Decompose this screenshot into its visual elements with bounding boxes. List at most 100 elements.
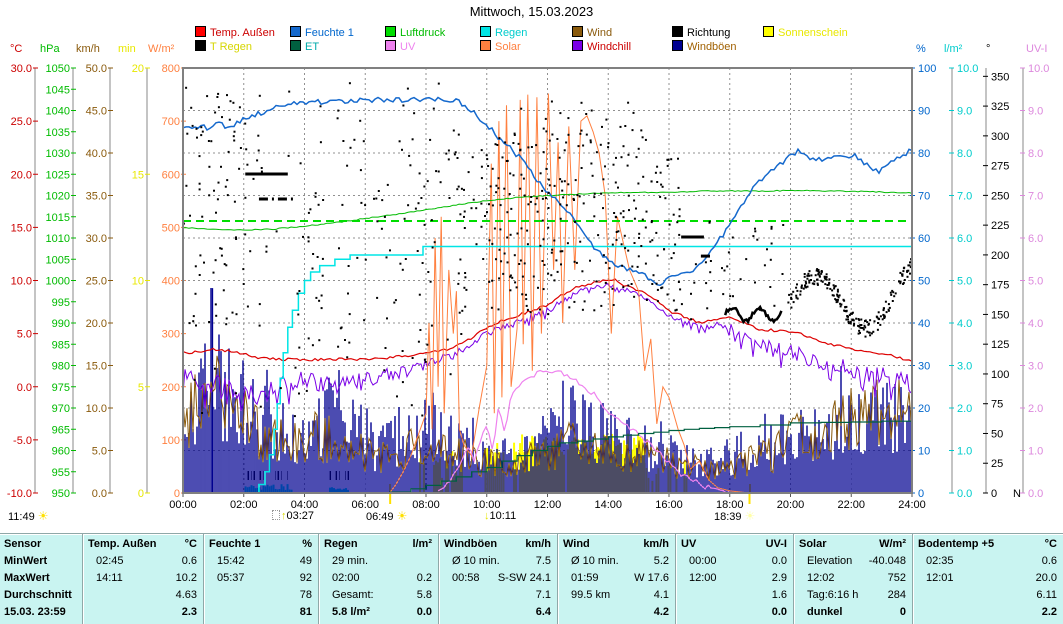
wind-direction-dot (337, 109, 340, 112)
wind-direction-dot (892, 291, 895, 294)
wind-direction-dot (858, 329, 861, 332)
wind-direction-dot (582, 144, 585, 147)
wind-direction-dot (840, 303, 843, 306)
wind-direction-dot (828, 278, 831, 281)
wind-direction-dot (311, 344, 314, 347)
wind-direction-dot (836, 294, 839, 297)
wind-direction-dot (410, 404, 413, 407)
wind-direction-dot (864, 335, 867, 338)
wind-direction-dot (615, 156, 617, 159)
wind-direction-dot (353, 138, 356, 141)
wind-direction-dot (853, 322, 856, 325)
wind-direction-dot (515, 286, 518, 289)
wind-direction-dot (849, 312, 852, 315)
table-cell-value: S-SW 24.1 (497, 572, 551, 584)
legend-swatch (572, 40, 583, 51)
wind-direction-dot (847, 318, 849, 321)
wind-direction-dot (555, 259, 558, 262)
wind-direction-dot (217, 92, 220, 95)
wind-direction-dot (208, 321, 211, 323)
axis-tick-label: 10.0 (1028, 63, 1049, 75)
wind-direction-dot (377, 190, 380, 192)
wind-direction-dot (454, 151, 457, 154)
wind-direction-dot (417, 340, 420, 343)
wind-direction-dot (883, 317, 886, 319)
wind-direction-dot (430, 324, 433, 327)
table-cell: 4.63 (83, 587, 203, 604)
wind-direction-dot (572, 197, 575, 200)
wind-direction-dot (582, 202, 585, 205)
wind-direction-dot (901, 274, 904, 277)
wind-direction-dot (257, 134, 260, 137)
axis-tick-label: 7.0 (1028, 191, 1043, 203)
table-cell: 00:00 0.0 (676, 553, 793, 570)
wind-direction-dot (495, 258, 497, 261)
wind-direction-dot (348, 82, 351, 85)
wind-direction-dot (825, 278, 828, 281)
wind-direction-dot (645, 210, 648, 213)
wind-direction-dot (887, 303, 890, 306)
wind-direction-dot (811, 282, 814, 285)
wind-direction-dot (403, 217, 406, 220)
wind-direction-dot (593, 215, 596, 218)
axis-tick-label: 15 (132, 169, 144, 181)
wind-direction-dot (607, 146, 610, 149)
wind-direction-dot (649, 240, 652, 243)
wind-direction-dot (612, 304, 615, 306)
wind-direction-dot (867, 323, 870, 326)
wind-direction-dot (676, 221, 679, 224)
wind-direction-dot (589, 259, 591, 262)
wind-direction-dot (813, 280, 816, 283)
table-cell-value: 7.1 (535, 589, 551, 601)
wind-direction-dot (835, 301, 838, 304)
wind-direction-dot (320, 294, 323, 297)
wind-direction-dot (459, 213, 462, 216)
moonrise-time: 03:27 (286, 510, 315, 522)
wind-direction-dot (619, 125, 622, 128)
axis-tick-label: 3.0 (1028, 361, 1043, 373)
wind-direction-dot (359, 119, 362, 122)
wind-direction-dot (873, 320, 876, 323)
wind-direction-dot (506, 236, 509, 239)
table-cell-time: 02:35 (926, 555, 954, 567)
wind-direction-dot (847, 320, 850, 323)
wind-direction-dot (201, 130, 204, 133)
wind-direction-dot (497, 308, 500, 311)
moonrise-annotation: ↑03:27 (272, 509, 314, 523)
wind-direction-dot (674, 309, 677, 312)
wind-direction-dot (520, 173, 523, 176)
wind-direction-dot (198, 155, 201, 158)
wind-direction-dot (490, 306, 493, 309)
axis-tick-label: 50 (991, 428, 1003, 440)
legend-label: Feuchte 1 (305, 27, 354, 39)
axis-tick-label: 50.0 (86, 63, 107, 75)
wind-direction-dot (824, 283, 827, 286)
wind-direction-dot (530, 146, 533, 148)
x-axis-label: 16:00 (655, 499, 683, 511)
legend-swatch (672, 40, 683, 51)
wind-direction-dot (206, 95, 209, 98)
table-cell-value: 0 (899, 606, 906, 618)
axis-tick-label: 5 (138, 382, 144, 394)
wind-direction-dot (185, 184, 188, 187)
wind-direction-dot (579, 132, 582, 135)
table-cell-value: 7.5 (535, 555, 551, 567)
wind-direction-dot (709, 260, 712, 262)
wind-direction-dot (530, 196, 533, 198)
legend-swatch (290, 40, 301, 51)
table-column-bodentemp-5: Bodentemp +5 °C 02:35 0.6 12:01 20.0 6.11 2.2 (912, 534, 1063, 624)
wind-direction-dot (637, 182, 640, 185)
wind-direction-dot (561, 189, 564, 192)
wind-direction-dot (445, 152, 448, 155)
wind-direction-dot (188, 322, 191, 325)
wind-direction-dot (574, 220, 576, 223)
table-header-unit: °C (1044, 538, 1057, 550)
wind-direction-dot (864, 326, 867, 329)
wind-direction-dot (480, 177, 483, 180)
table-cell: 5.8 l/m² 0.0 (319, 604, 438, 621)
wind-direction-dot (628, 209, 630, 212)
wind-direction-dot (294, 366, 297, 369)
legend-item-et: ET (290, 40, 319, 53)
wind-direction-dot (536, 210, 539, 213)
wind-direction-dot (510, 207, 513, 210)
